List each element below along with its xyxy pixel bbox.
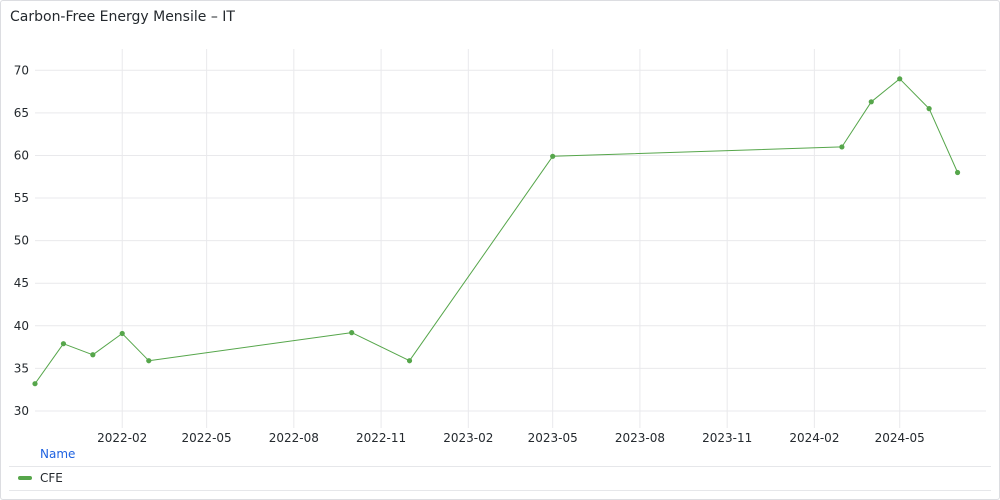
y-axis-ticks: 30 35 40 45 50 55 60 65 70 bbox=[14, 63, 29, 418]
data-point[interactable] bbox=[32, 381, 38, 387]
data-point[interactable] bbox=[897, 76, 903, 82]
y-tick-label: 40 bbox=[14, 319, 29, 333]
y-tick-label: 50 bbox=[14, 234, 29, 248]
x-tick-label: 2022-05 bbox=[182, 431, 232, 445]
legend-item-cfe[interactable]: CFE bbox=[18, 471, 63, 485]
data-point[interactable] bbox=[550, 153, 556, 159]
data-point[interactable] bbox=[60, 341, 67, 347]
legend-divider bbox=[9, 466, 991, 467]
data-point[interactable] bbox=[90, 352, 96, 358]
x-tick-label: 2022-02 bbox=[97, 431, 147, 445]
legend-label: CFE bbox=[40, 471, 63, 485]
x-tick-label: 2023-11 bbox=[702, 431, 752, 445]
x-tick-label: 2023-02 bbox=[443, 431, 493, 445]
series-layer bbox=[32, 76, 961, 387]
x-tick-label: 2022-11 bbox=[356, 431, 406, 445]
data-point[interactable] bbox=[839, 144, 845, 150]
series-line-cfe bbox=[34, 78, 959, 384]
y-tick-label: 60 bbox=[14, 148, 29, 162]
data-point[interactable] bbox=[954, 169, 961, 176]
y-tick-label: 55 bbox=[14, 191, 29, 205]
data-point[interactable] bbox=[926, 106, 932, 112]
y-tick-label: 65 bbox=[14, 106, 29, 120]
x-tick-label: 2023-05 bbox=[528, 431, 578, 445]
y-tick-label: 35 bbox=[14, 361, 29, 375]
line-chart: 30 35 40 45 50 55 60 65 70 2022-02 2022-05 2022-08… bbox=[14, 49, 986, 445]
y-tick-label: 30 bbox=[14, 404, 29, 418]
x-tick-label: 2023-08 bbox=[615, 431, 665, 445]
data-point[interactable] bbox=[119, 330, 125, 337]
panel-title: Carbon-Free Energy Mensile – IT bbox=[10, 9, 235, 25]
x-tick-label: 2024-02 bbox=[789, 431, 839, 445]
y-tick-label: 45 bbox=[14, 276, 29, 290]
data-point[interactable] bbox=[146, 358, 152, 364]
legend-divider-bottom bbox=[9, 490, 991, 491]
x-tick-label: 2022-08 bbox=[269, 431, 319, 445]
x-tick-label: 2024-05 bbox=[875, 431, 925, 445]
data-point[interactable] bbox=[406, 358, 413, 364]
legend-name-header[interactable]: Name bbox=[40, 447, 76, 461]
data-point[interactable] bbox=[868, 99, 874, 105]
data-point[interactable] bbox=[349, 330, 355, 336]
y-tick-label: 70 bbox=[14, 63, 29, 77]
legend-swatch-icon bbox=[18, 476, 32, 480]
grid-lines bbox=[35, 49, 986, 428]
x-axis-ticks: 2022-02 2022-05 2022-08 2022-11 2023-02 2023-… bbox=[97, 431, 925, 445]
